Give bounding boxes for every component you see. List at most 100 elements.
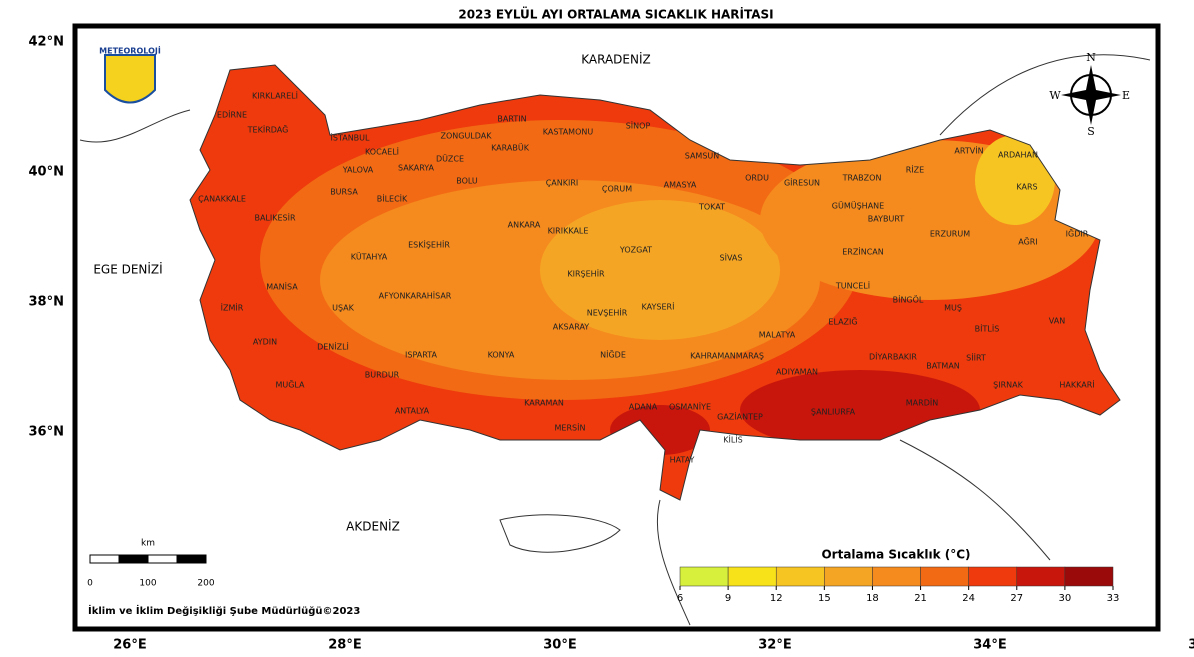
lon-tick-label: 26°E: [113, 638, 146, 653]
scale-tick-label: 0: [87, 579, 93, 589]
province-label: HATAY: [670, 456, 695, 465]
province-label: SİİRT: [966, 353, 986, 363]
logo-shield: [104, 54, 156, 104]
province-label: UŞAK: [332, 304, 355, 313]
province-label: OSMANİYE: [669, 402, 711, 412]
legend-tick-label: 12: [770, 593, 783, 604]
sea-label: EGE DENİZİ: [93, 262, 162, 277]
footer: İklim ve İklim Değişikliği Şube Müdürlüğ…: [88, 603, 360, 617]
province-label: BAYBURT: [868, 215, 905, 224]
lon-tick-label: 32°E: [758, 638, 791, 653]
province-label: SİVAS: [720, 253, 743, 263]
sea-label: AKDENİZ: [346, 519, 400, 534]
province-label: BARTIN: [497, 115, 526, 124]
province-label: YALOVA: [342, 166, 374, 175]
province-label: BİNGÖL: [893, 295, 924, 305]
lon-tick-label: 34°E: [973, 638, 1006, 653]
province-label: ESKİŞEHİR: [408, 240, 450, 250]
province-label: MANİSA: [266, 282, 298, 292]
legend-swatch: [872, 566, 921, 587]
legend-swatch: [775, 566, 825, 587]
province-label: ÇANAKKALE: [198, 195, 246, 204]
lat-tick-label: 36°N: [29, 425, 64, 440]
province-label: MUĞLA: [275, 379, 305, 390]
province-label: MUŞ: [944, 304, 962, 313]
province-label: AYDIN: [253, 338, 277, 347]
province-label: BALIKESİR: [254, 213, 296, 223]
compass-w: W: [1049, 89, 1061, 102]
province-label: MALATYA: [759, 331, 796, 340]
sea-label: KARADENİZ: [581, 52, 651, 67]
province-label: KASTAMONU: [543, 128, 594, 137]
legend-tick-label: 18: [866, 593, 879, 604]
province-label: ADIYAMAN: [776, 368, 818, 377]
province-label: BOLU: [456, 177, 478, 186]
province-label: GÜMÜŞHANE: [832, 201, 884, 211]
province-label: RİZE: [906, 165, 924, 175]
province-label: SAKARYA: [398, 164, 435, 173]
legend-tick-label: 24: [962, 593, 975, 604]
province-label: KARS: [1016, 183, 1037, 192]
province-label: BURDUR: [365, 371, 400, 380]
compass-s: S: [1087, 125, 1095, 138]
scale-segment: [89, 554, 120, 564]
scale-unit: km: [141, 539, 155, 549]
province-label: KİLİS: [723, 435, 743, 445]
province-label: EDİRNE: [217, 110, 247, 120]
province-label: İSTANBUL: [331, 133, 371, 143]
province-label: ADANA: [629, 403, 658, 412]
legend-swatch: [727, 566, 777, 587]
province-label: KAYSERİ: [642, 302, 675, 312]
province-label: AMASYA: [664, 181, 697, 190]
scale-segment: [118, 554, 149, 564]
province-label: ERZURUM: [930, 230, 970, 239]
legend-swatch: [679, 566, 729, 587]
province-label: BURSA: [330, 188, 358, 197]
scale-tick-label: 200: [197, 579, 214, 589]
province-label: KARAMAN: [524, 399, 564, 408]
province-label: ORDU: [745, 174, 769, 183]
lat-tick-label: 42°N: [29, 35, 64, 50]
compass-e: E: [1122, 89, 1130, 102]
province-label: NİĞDE: [600, 349, 626, 360]
province-label: BİTLİS: [975, 324, 1000, 334]
province-label: NEVŞEHİR: [587, 308, 628, 318]
lat-tick-label: 38°N: [29, 295, 64, 310]
province-label: KAHRAMANMARAŞ: [690, 352, 764, 361]
province-label: ELAZIĞ: [828, 316, 857, 327]
province-label: KÜTAHYA: [351, 252, 388, 262]
province-label: TOKAT: [698, 203, 725, 212]
lat-tick-label: 40°N: [29, 165, 64, 180]
province-label: ŞIRNAK: [993, 381, 1023, 390]
province-label: ARDAHAN: [998, 151, 1038, 160]
province-label: AFYONKARAHİSAR: [379, 291, 452, 301]
province-label: ERZİNCAN: [842, 247, 883, 257]
province-label: BATMAN: [926, 362, 960, 371]
legend-tick-label: 27: [1010, 593, 1023, 604]
compass: N E S W: [1049, 51, 1130, 138]
legend-swatch: [1016, 566, 1066, 587]
legend-tick-label: 9: [725, 593, 731, 604]
province-label: AKSARAY: [553, 323, 590, 332]
province-label: KONYA: [488, 351, 515, 360]
province-label: KIRKLARELİ: [252, 91, 298, 101]
province-label: DÜZCE: [436, 154, 464, 164]
province-label: KARABÜK: [491, 143, 530, 153]
province-label: TRABZON: [842, 174, 882, 183]
province-label: AĞRI: [1018, 236, 1037, 247]
legend-tick-label: 21: [914, 593, 927, 604]
province-label: DİYARBAKIR: [869, 352, 917, 362]
lon-tick-label: 30°E: [543, 638, 576, 653]
legend-swatch: [968, 566, 1018, 587]
province-label: MARDİN: [906, 398, 938, 408]
province-label: ZONGULDAK: [440, 132, 492, 141]
province-label: ARTVİN: [954, 146, 983, 156]
legend-tick-label: 6: [677, 593, 683, 604]
scale-segment: [176, 554, 207, 564]
legend-swatch: [920, 566, 969, 587]
province-label: VAN: [1049, 317, 1065, 326]
province-label: ANKARA: [508, 221, 541, 230]
province-label: ÇANKIRI: [546, 179, 579, 188]
